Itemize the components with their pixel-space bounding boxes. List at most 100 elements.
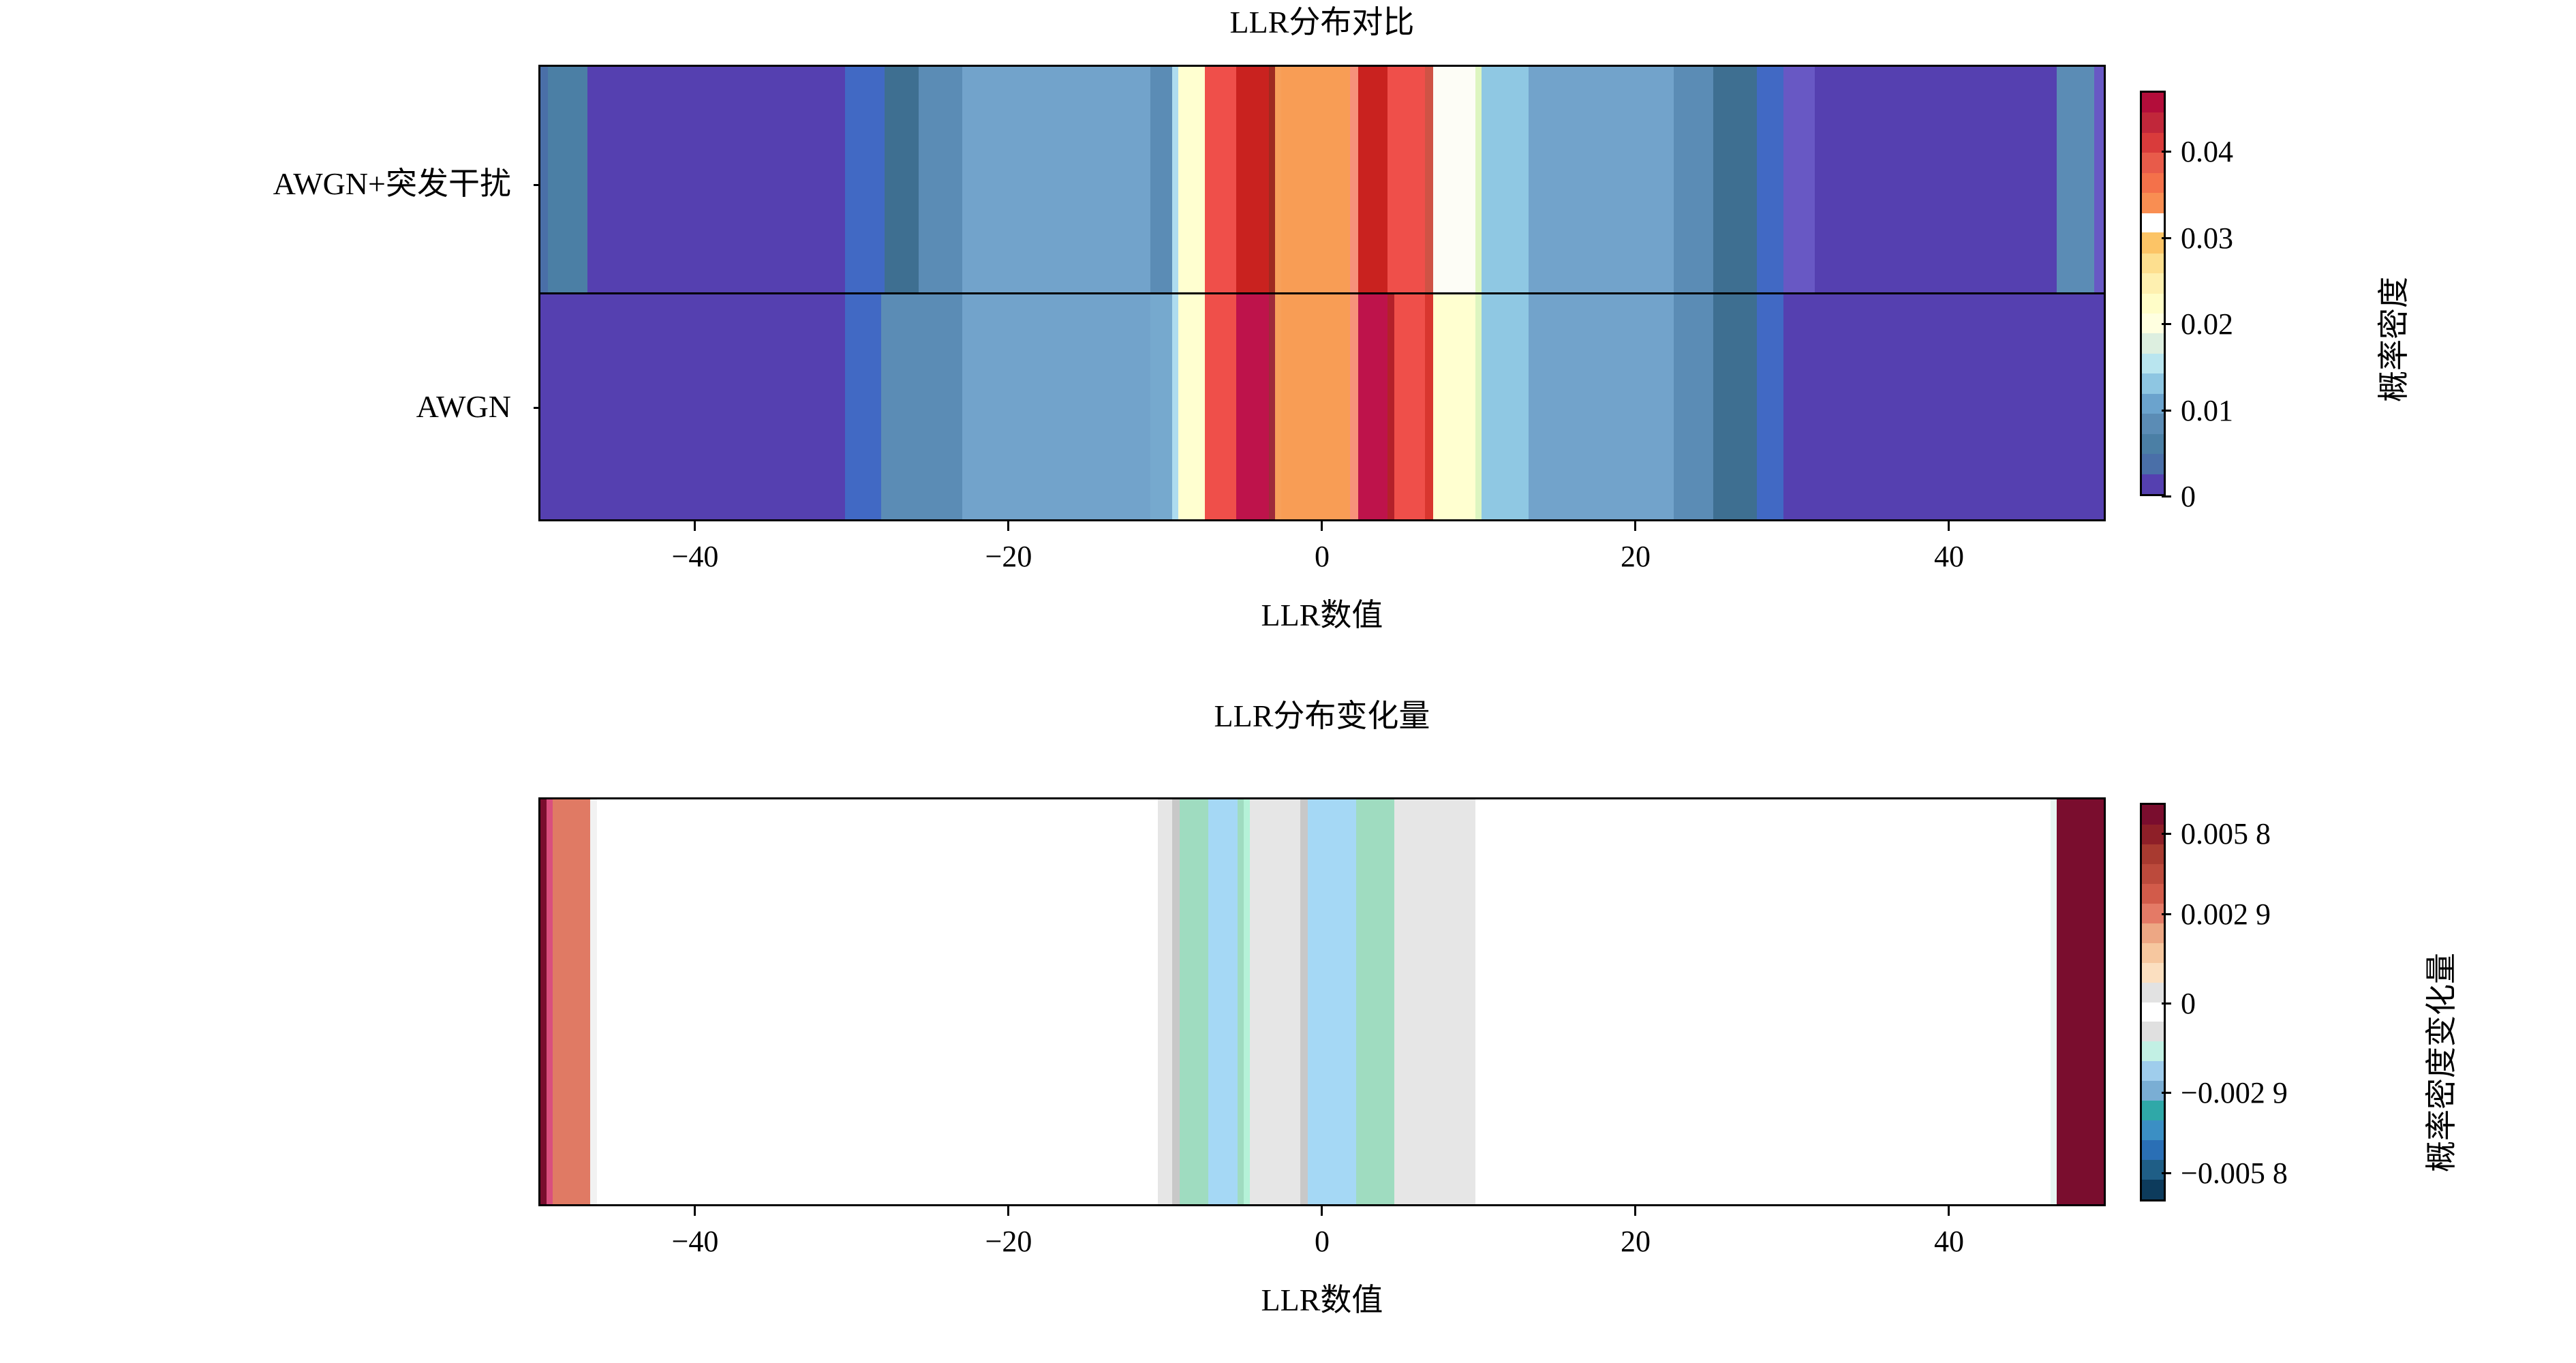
heatmap-band xyxy=(1236,293,1270,519)
colorbar-segment xyxy=(2142,93,2164,113)
colorbar-1-ticklabel-4: 0.04 xyxy=(2181,135,2233,168)
heatmap-band xyxy=(1180,799,1209,1204)
colorbar-segment xyxy=(2142,883,2164,904)
heatmap-band xyxy=(962,67,1151,293)
heatmap-band xyxy=(1269,293,1276,519)
panel-llr-comparison: LLR分布对比 AWGN+突发干扰 AWGN −40 −20 0 20 40 L… xyxy=(0,0,2576,668)
colorbar-segment xyxy=(2142,352,2164,374)
heatmap-band xyxy=(1171,67,1179,293)
heatmap-band xyxy=(1150,67,1173,293)
heatmap-1-row-awgn xyxy=(540,293,2104,519)
colorbar-2-tick-0 xyxy=(2162,1172,2171,1174)
heatmap-band xyxy=(1350,293,1359,519)
heatmap-band xyxy=(1350,67,1359,293)
colorbar-2 xyxy=(2140,803,2166,1201)
heatmap-band xyxy=(1275,67,1283,293)
colorbar-segment xyxy=(2142,413,2164,434)
heatmap-band xyxy=(2057,67,2095,293)
heatmap-band xyxy=(1475,67,1482,293)
heatmap-band xyxy=(1171,293,1179,519)
colorbar-segment xyxy=(2142,252,2164,274)
colorbar-segment xyxy=(2142,213,2164,234)
heatmap-band xyxy=(540,293,846,519)
colorbar-segment xyxy=(2142,922,2164,943)
colorbar-segment xyxy=(2142,453,2164,474)
x-ticklabel-2-3: 20 xyxy=(1621,1225,1651,1258)
heatmap-band xyxy=(540,799,547,1204)
y-ticklabel-awgn: AWGN xyxy=(416,389,511,424)
heatmap-band xyxy=(1528,293,1674,519)
heatmap-band xyxy=(1269,67,1276,293)
colorbar-segment xyxy=(2142,1100,2164,1121)
heatmap-band xyxy=(1356,799,1395,1204)
x-tick-1-2 xyxy=(1321,521,1323,531)
colorbar-2-ticklabel-0: −0.005 8 xyxy=(2181,1157,2288,1190)
colorbar-segment xyxy=(2142,232,2164,254)
colorbar-segment xyxy=(2142,112,2164,133)
heatmap-band xyxy=(1350,799,1358,1204)
heatmap-band xyxy=(548,67,588,293)
heatmap-band xyxy=(540,67,549,293)
colorbar-segment xyxy=(2142,272,2164,294)
x-tick-2-2 xyxy=(1321,1206,1323,1216)
heatmap-band xyxy=(587,67,846,293)
x-tick-2-1 xyxy=(1007,1206,1009,1216)
x-tick-1-4 xyxy=(1948,521,1950,531)
colorbar-1-ticklabel-2: 0.02 xyxy=(2181,307,2233,341)
colorbar-segment xyxy=(2142,1080,2164,1101)
x-ticklabel-2-0: −40 xyxy=(671,1225,719,1258)
heatmap-band xyxy=(1358,67,1389,293)
x-tick-1-3 xyxy=(1634,521,1636,531)
colorbar-segment xyxy=(2142,1041,2164,1062)
heatmap-band xyxy=(1244,799,1251,1204)
heatmap-band xyxy=(1481,67,1529,293)
heatmap-band xyxy=(1250,799,1301,1204)
heatmap-band xyxy=(1358,293,1389,519)
heatmap-1-row-divider xyxy=(540,292,2104,294)
heatmap-band xyxy=(1208,799,1238,1204)
colorbar-1-tick-2 xyxy=(2162,323,2171,325)
heatmap-band xyxy=(845,67,885,293)
heatmap-band xyxy=(1425,293,1434,519)
heatmap-band xyxy=(1236,67,1270,293)
heatmap-band xyxy=(1281,67,1351,293)
heatmap-band xyxy=(1814,67,2057,293)
heatmap-band xyxy=(1713,293,1758,519)
heatmap-band xyxy=(1275,293,1283,519)
colorbar-segment xyxy=(2142,1001,2164,1022)
colorbar-2-label: 概率密度变化量 xyxy=(2424,953,2459,1172)
colorbar-2-ticklabel-4: 0.005 8 xyxy=(2181,817,2271,851)
heatmap-band xyxy=(1432,293,1476,519)
colorbar-2-tick-2 xyxy=(2162,1002,2171,1005)
colorbar-segment xyxy=(2142,473,2164,494)
panel-1-title: LLR分布对比 xyxy=(1229,5,1415,40)
colorbar-segment xyxy=(2142,1159,2164,1180)
heatmap-band xyxy=(1713,67,1758,293)
x-ticklabel-2-2: 0 xyxy=(1315,1225,1330,1258)
colorbar-segment xyxy=(2142,333,2164,354)
heatmap-band xyxy=(1674,293,1714,519)
heatmap-band xyxy=(962,293,1151,519)
x-axis-label-1: LLR数值 xyxy=(1261,598,1383,632)
heatmap-band xyxy=(2094,67,2104,293)
heatmap-1-row-awgn-burst xyxy=(540,67,2104,293)
colorbar-segment xyxy=(2142,292,2164,313)
heatmap-2-axes xyxy=(538,797,2106,1206)
x-ticklabel-1-2: 0 xyxy=(1315,540,1330,573)
colorbar-2-ticklabel-2: 0 xyxy=(2181,987,2196,1020)
heatmap-1-axes xyxy=(538,65,2106,521)
colorbar-2-ticklabel-1: −0.002 9 xyxy=(2181,1076,2288,1109)
colorbar-2-ticklabel-3: 0.002 9 xyxy=(2181,898,2271,931)
heatmap-band xyxy=(1425,67,1434,293)
colorbar-2-tick-1 xyxy=(2162,1092,2171,1094)
colorbar-segment xyxy=(2142,1060,2164,1082)
x-tick-2-4 xyxy=(1948,1206,1950,1216)
colorbar-segment xyxy=(2142,843,2164,864)
colorbar-1-tick-4 xyxy=(2162,151,2171,153)
colorbar-1-ticklabel-0: 0 xyxy=(2181,480,2196,513)
x-ticklabel-1-0: −40 xyxy=(671,540,719,573)
x-ticklabel-1-3: 20 xyxy=(1621,540,1651,573)
heatmap-2-row-delta xyxy=(540,799,2104,1204)
x-ticklabel-1-4: 40 xyxy=(1934,540,1964,573)
